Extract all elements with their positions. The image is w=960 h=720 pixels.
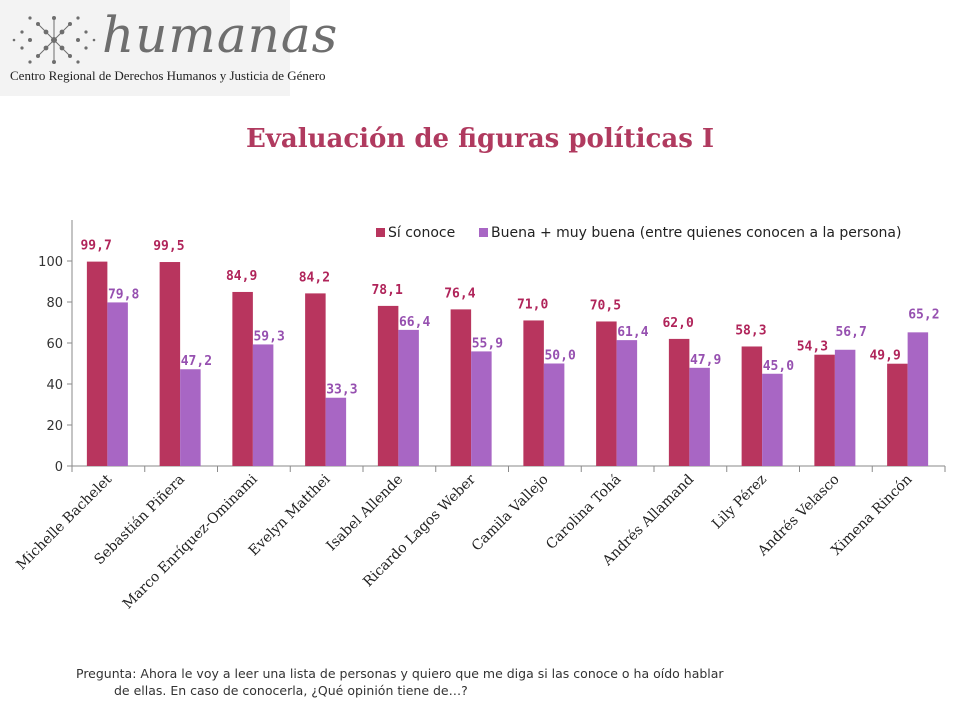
y-tick-label: 60 [46,337,63,352]
category-label: Camila Vallejo [469,472,552,555]
bar-buena-muy-buena [325,397,347,466]
data-label: 71,0 [517,297,548,312]
bar-si-conoce [814,354,835,466]
data-label: 62,0 [662,316,693,331]
category-label: Carolina Tohá [543,472,624,553]
footnote-line-2: de ellas. En caso de conocerla, ¿Qué opi… [114,683,468,698]
data-label: 99,5 [153,239,184,254]
data-label: 47,9 [690,353,721,368]
data-label: 47,2 [181,354,212,369]
bar-buena-muy-buena [834,349,856,466]
y-tick-label: 0 [55,460,63,475]
y-tick-label: 80 [46,296,63,311]
bar-si-conoce [305,293,326,466]
legend-label: Sí conoce [388,225,455,241]
data-label: 84,2 [299,270,330,285]
bar-buena-muy-buena [180,369,201,466]
category-label: Marco Enríquez-Ominami [120,471,261,612]
data-label: 70,5 [590,298,621,313]
data-label: 45,0 [763,359,794,374]
logo-mark-icon [12,16,96,64]
logo-wordmark: humanas [102,6,339,64]
logo: humanas Centro Regional de Derechos Huma… [0,0,337,96]
bar-buena-muy-buena [471,351,492,466]
data-label: 54,3 [797,340,828,355]
y-tick-label: 40 [46,378,63,393]
bar-si-conoce [86,261,108,466]
bar-si-conoce [596,321,617,466]
legend-swatch [479,228,488,237]
bar-buena-muy-buena [689,367,710,466]
data-label: 84,9 [226,269,257,284]
data-label: 61,4 [617,325,648,340]
bar-buena-muy-buena [107,302,128,466]
bar-buena-muy-buena [252,344,274,466]
bar-si-conoce [232,291,253,466]
bar-buena-muy-buena [398,329,419,466]
data-label: 49,9 [869,349,900,364]
data-label: 55,9 [472,336,503,351]
bar-si-conoce [159,262,181,466]
bar-si-conoce [450,309,472,466]
bar-buena-muy-buena [543,363,565,466]
legend-swatch [376,228,385,237]
chart-title: Evaluación de figuras políticas I [245,124,715,154]
footnote-line-1: Pregunta: Ahora le voy a leer una lista … [76,666,724,681]
data-label: 78,1 [371,283,402,298]
bar-si-conoce [887,363,908,466]
data-label: 66,4 [399,315,430,330]
bar-buena-muy-buena [616,340,638,466]
y-tick-label: 100 [38,255,63,270]
bar-buena-muy-buena [762,373,783,466]
data-label: 56,7 [835,325,866,340]
bar-si-conoce [523,320,544,466]
bar-si-conoce [377,305,399,466]
y-tick-label: 20 [46,419,63,434]
data-label: 79,8 [108,287,139,302]
category-label: Isabel Allende [324,472,407,555]
category-label: Lily Pérez [709,472,770,533]
bar-buena-muy-buena [907,332,929,466]
data-label: 59,3 [253,329,284,344]
data-label: 99,7 [80,239,111,254]
data-label: 50,0 [544,349,575,364]
data-label: 65,2 [908,307,939,322]
data-label: 58,3 [735,323,766,338]
bar-si-conoce [741,346,763,466]
data-label: 33,3 [326,383,357,398]
logo-subtitle: Centro Regional de Derechos Humanos y Ju… [10,68,326,83]
bar-si-conoce [668,338,690,466]
data-label: 76,4 [444,286,475,301]
category-label: Ximena Rincón [828,472,915,559]
legend-label: Buena + muy buena (entre quienes conocen… [491,225,901,241]
footnote: Pregunta: Ahora le voy a leer una lista … [76,665,906,699]
